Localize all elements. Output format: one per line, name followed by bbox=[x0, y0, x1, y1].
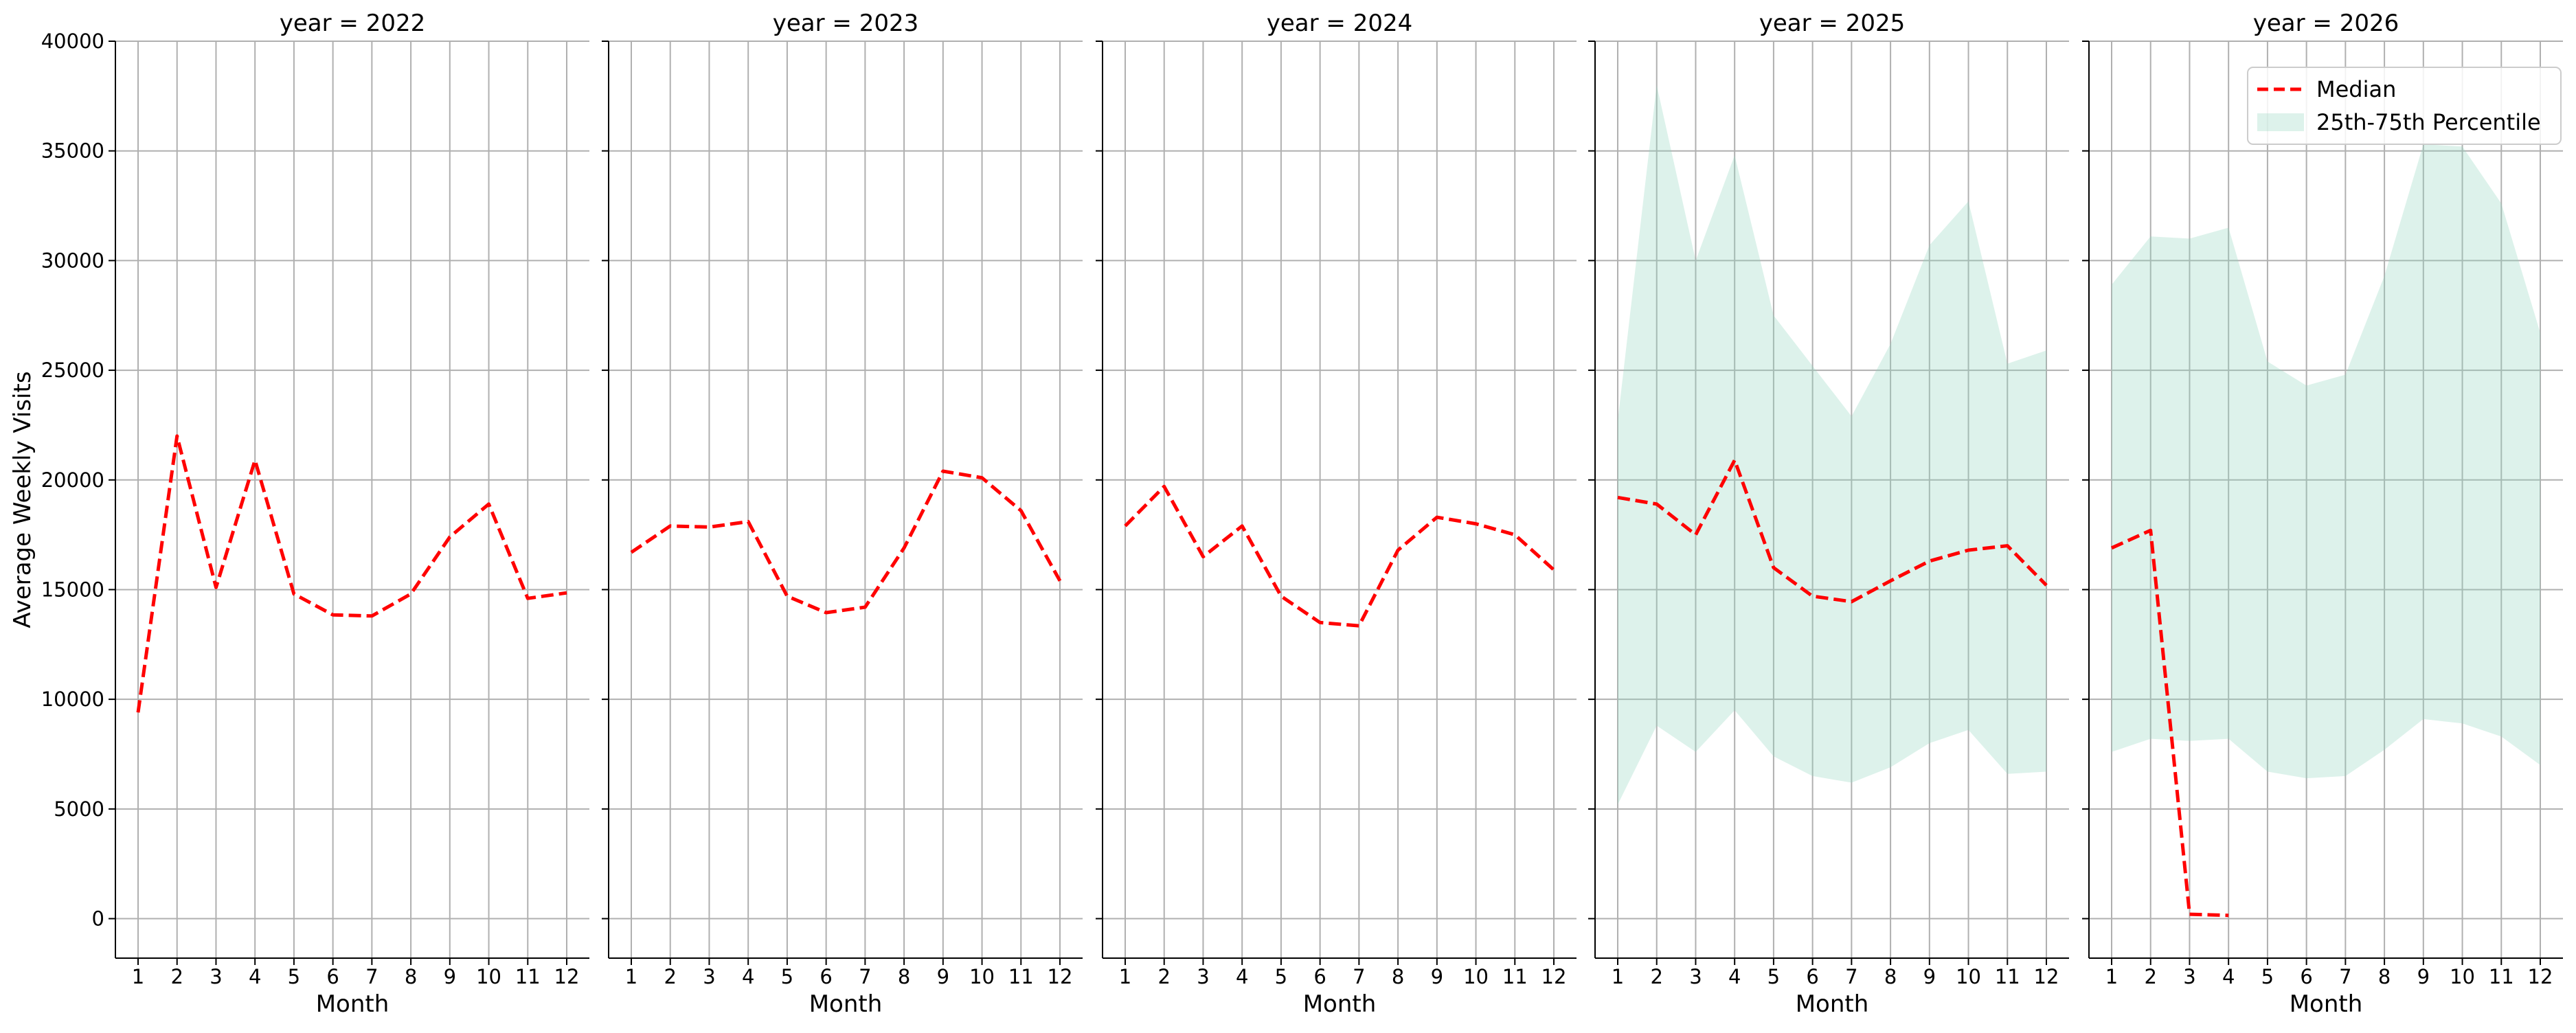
x-axis-label: Month bbox=[809, 990, 883, 1018]
y-tick-label: 30000 bbox=[41, 249, 104, 272]
x-tick-label: 6 bbox=[326, 965, 339, 988]
y-tick-label: 40000 bbox=[41, 30, 104, 53]
x-tick-label: 8 bbox=[898, 965, 910, 988]
x-tick-label: 4 bbox=[742, 965, 754, 988]
x-tick-label: 1 bbox=[625, 965, 637, 988]
x-tick-label: 11 bbox=[1502, 965, 1528, 988]
x-tick-label: 5 bbox=[781, 965, 793, 988]
median-line bbox=[1124, 484, 1555, 628]
percentile-band bbox=[2112, 144, 2540, 779]
x-tick-label: 1 bbox=[1119, 965, 1131, 988]
x-tick-label: 5 bbox=[2261, 965, 2274, 988]
y-axis-label: Average Weekly Visits bbox=[9, 371, 36, 628]
x-tick-label: 10 bbox=[969, 965, 995, 988]
percentile-band bbox=[1618, 84, 2046, 805]
panel-title: year = 2025 bbox=[1759, 10, 1905, 37]
legend-label: 25th-75th Percentile bbox=[2316, 109, 2541, 135]
x-tick-label: 6 bbox=[1313, 965, 1326, 988]
x-axis-label: Month bbox=[1796, 990, 1869, 1018]
x-tick-label: 4 bbox=[2222, 965, 2235, 988]
x-axis-label: Month bbox=[1303, 990, 1377, 1018]
x-tick-label: 12 bbox=[1048, 965, 1073, 988]
x-tick-label: 8 bbox=[1392, 965, 1404, 988]
x-tick-label: 7 bbox=[365, 965, 378, 988]
x-tick-label: 3 bbox=[1689, 965, 1702, 988]
x-tick-label: 7 bbox=[2339, 965, 2351, 988]
y-tick-label: 15000 bbox=[41, 578, 104, 601]
legend-label: Median bbox=[2316, 76, 2396, 102]
x-tick-label: 9 bbox=[1923, 965, 1936, 988]
x-tick-label: 6 bbox=[820, 965, 832, 988]
panel-title: year = 2024 bbox=[1267, 10, 1412, 37]
x-tick-label: 9 bbox=[1431, 965, 1443, 988]
x-tick-label: 2 bbox=[171, 965, 183, 988]
x-tick-label: 2 bbox=[664, 965, 677, 988]
panel-title: year = 2023 bbox=[773, 10, 918, 37]
x-tick-label: 8 bbox=[405, 965, 417, 988]
y-tick-label: 5000 bbox=[54, 797, 104, 821]
legend-swatch-band bbox=[2257, 113, 2304, 131]
y-tick-label: 0 bbox=[92, 907, 104, 931]
x-tick-label: 4 bbox=[1728, 965, 1741, 988]
y-tick-label: 25000 bbox=[41, 359, 104, 382]
x-tick-label: 11 bbox=[1995, 965, 2020, 988]
panel-title: year = 2022 bbox=[280, 10, 425, 37]
x-tick-label: 12 bbox=[1541, 965, 1567, 988]
x-tick-label: 12 bbox=[554, 965, 580, 988]
x-tick-label: 7 bbox=[1353, 965, 1365, 988]
median-line bbox=[2110, 528, 2229, 918]
legend-box bbox=[2247, 67, 2562, 145]
x-tick-label: 2 bbox=[1651, 965, 1663, 988]
panel-title: year = 2026 bbox=[2253, 10, 2399, 37]
x-tick-label: 2 bbox=[2145, 965, 2157, 988]
x-tick-label: 3 bbox=[703, 965, 715, 988]
x-tick-label: 6 bbox=[2300, 965, 2312, 988]
x-tick-label: 10 bbox=[476, 965, 501, 988]
x-tick-label: 4 bbox=[1236, 965, 1248, 988]
y-tick-label: 20000 bbox=[41, 468, 104, 492]
x-tick-label: 7 bbox=[1845, 965, 1857, 988]
x-tick-label: 3 bbox=[1197, 965, 1209, 988]
median-line bbox=[136, 434, 567, 713]
x-tick-label: 9 bbox=[937, 965, 949, 988]
x-tick-label: 5 bbox=[288, 965, 300, 988]
x-tick-label: 2 bbox=[1158, 965, 1171, 988]
x-axis-label: Month bbox=[2290, 990, 2363, 1018]
x-tick-label: 1 bbox=[2105, 965, 2118, 988]
x-tick-label: 11 bbox=[515, 965, 541, 988]
y-tick-label: 35000 bbox=[41, 139, 104, 163]
x-tick-label: 5 bbox=[1767, 965, 1780, 988]
x-tick-label: 8 bbox=[1884, 965, 1897, 988]
x-tick-label: 1 bbox=[1612, 965, 1624, 988]
x-tick-label: 11 bbox=[1008, 965, 1034, 988]
x-tick-label: 7 bbox=[859, 965, 871, 988]
x-tick-label: 10 bbox=[1956, 965, 1981, 988]
x-tick-label: 9 bbox=[444, 965, 456, 988]
x-tick-label: 12 bbox=[2528, 965, 2553, 988]
x-axis-label: Month bbox=[316, 990, 389, 1018]
legend: Median 25th-75th Percentile bbox=[2247, 67, 2562, 145]
x-tick-label: 5 bbox=[1275, 965, 1287, 988]
median-line bbox=[630, 469, 1062, 615]
x-tick-label: 11 bbox=[2489, 965, 2514, 988]
x-tick-label: 8 bbox=[2378, 965, 2391, 988]
x-tick-label: 12 bbox=[2034, 965, 2059, 988]
x-tick-label: 4 bbox=[249, 965, 261, 988]
x-tick-label: 10 bbox=[1463, 965, 1489, 988]
median-line bbox=[1617, 458, 2048, 604]
y-tick-label: 10000 bbox=[41, 688, 104, 711]
x-tick-label: 3 bbox=[210, 965, 222, 988]
x-tick-label: 10 bbox=[2450, 965, 2475, 988]
x-tick-label: 9 bbox=[2417, 965, 2430, 988]
x-tick-label: 3 bbox=[2183, 965, 2195, 988]
x-tick-label: 6 bbox=[1806, 965, 1818, 988]
x-tick-label: 1 bbox=[132, 965, 144, 988]
